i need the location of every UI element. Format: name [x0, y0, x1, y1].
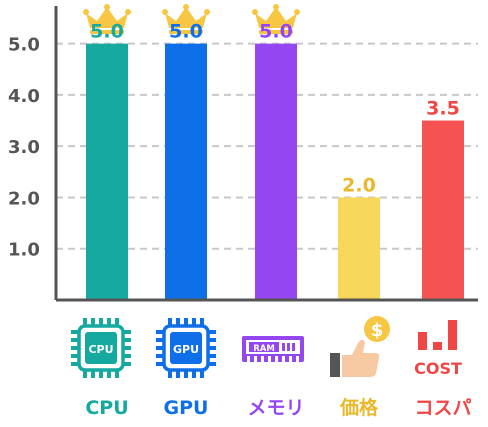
bar-value-label: 5.0	[169, 21, 203, 43]
category-label: CPU	[85, 397, 128, 419]
ram-icon-text: RAM	[253, 344, 275, 354]
bar-value-label: 5.0	[90, 21, 124, 43]
y-tick-label: 4.0	[8, 86, 40, 107]
bar	[86, 43, 128, 301]
crown-icon	[162, 4, 210, 34]
category-labels: CPU GPU メモリ 価格 コスパ	[85, 396, 471, 419]
bar	[255, 43, 297, 301]
y-tick-label: 1.0	[8, 240, 40, 261]
coin-icon-text: $	[371, 320, 384, 341]
bar	[422, 120, 464, 300]
price-thumbs-up-coin-icon: $	[330, 316, 390, 377]
y-tick-label: 5.0	[8, 35, 40, 56]
crown-icon	[83, 4, 131, 34]
category-label: メモリ	[247, 397, 304, 419]
value-labels: 5.0 5.0 5.0 2.0 3.5	[90, 21, 460, 197]
crown-icon	[252, 4, 300, 34]
category-label: コスパ	[414, 397, 471, 419]
gpu-chip-icon: GPU	[156, 318, 216, 378]
bar	[338, 197, 380, 300]
bar-value-label: 2.0	[342, 174, 376, 196]
cost-icon-text: COST	[414, 359, 462, 378]
category-label: 価格	[339, 396, 379, 419]
cpu-chip-icon: CPU	[71, 318, 131, 378]
cpu-icon-text: CPU	[88, 343, 113, 356]
gpu-icon-text: GPU	[173, 343, 199, 356]
y-axis-tick-labels: 1.0 2.0 3.0 4.0 5.0	[8, 35, 40, 261]
cost-bars-icon: COST	[414, 320, 462, 378]
bar-value-label: 5.0	[259, 21, 293, 43]
crowns	[83, 4, 300, 34]
bar-value-label: 3.5	[426, 98, 460, 120]
category-label: GPU	[164, 397, 209, 419]
y-tick-label: 3.0	[8, 137, 40, 158]
y-tick-label: 2.0	[8, 188, 40, 209]
ram-module-icon: RAM	[242, 336, 304, 362]
bar	[165, 43, 207, 301]
bars	[86, 43, 464, 301]
